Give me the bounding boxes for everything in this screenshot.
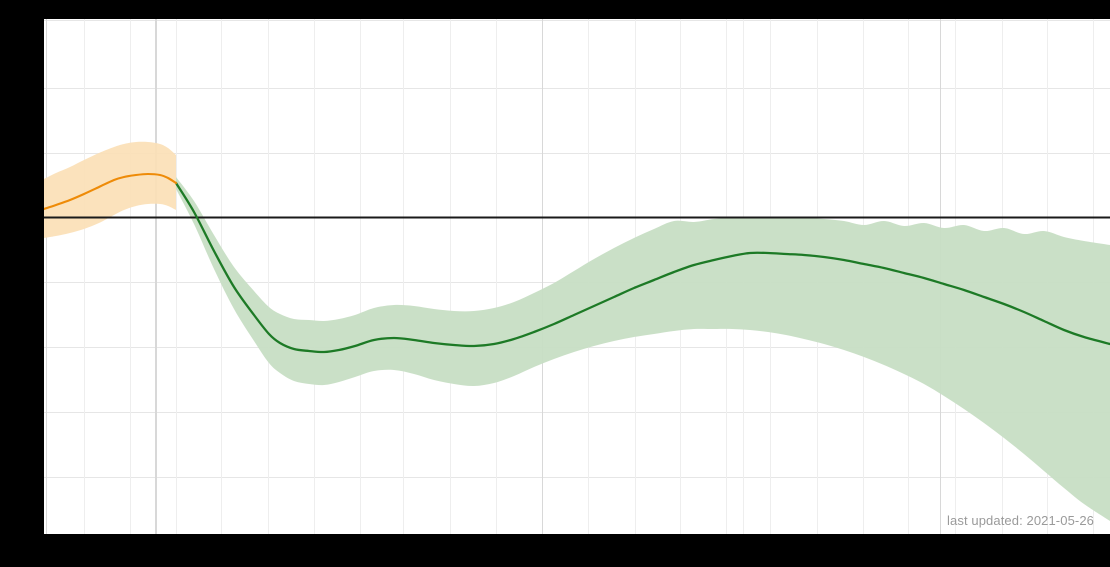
vertical-gridlines-major — [46, 19, 941, 534]
positive-phase-confidence-band — [44, 141, 176, 238]
last-updated-label: last updated: 2021-05-26 — [947, 513, 1094, 528]
positive-phase-line — [44, 172, 178, 211]
negative-phase-line — [174, 181, 1110, 354]
plot-area: last updated: 2021-05-26 — [44, 19, 1110, 534]
negative-phase-confidence-band — [176, 177, 1110, 521]
forecast-chart — [44, 19, 1110, 534]
